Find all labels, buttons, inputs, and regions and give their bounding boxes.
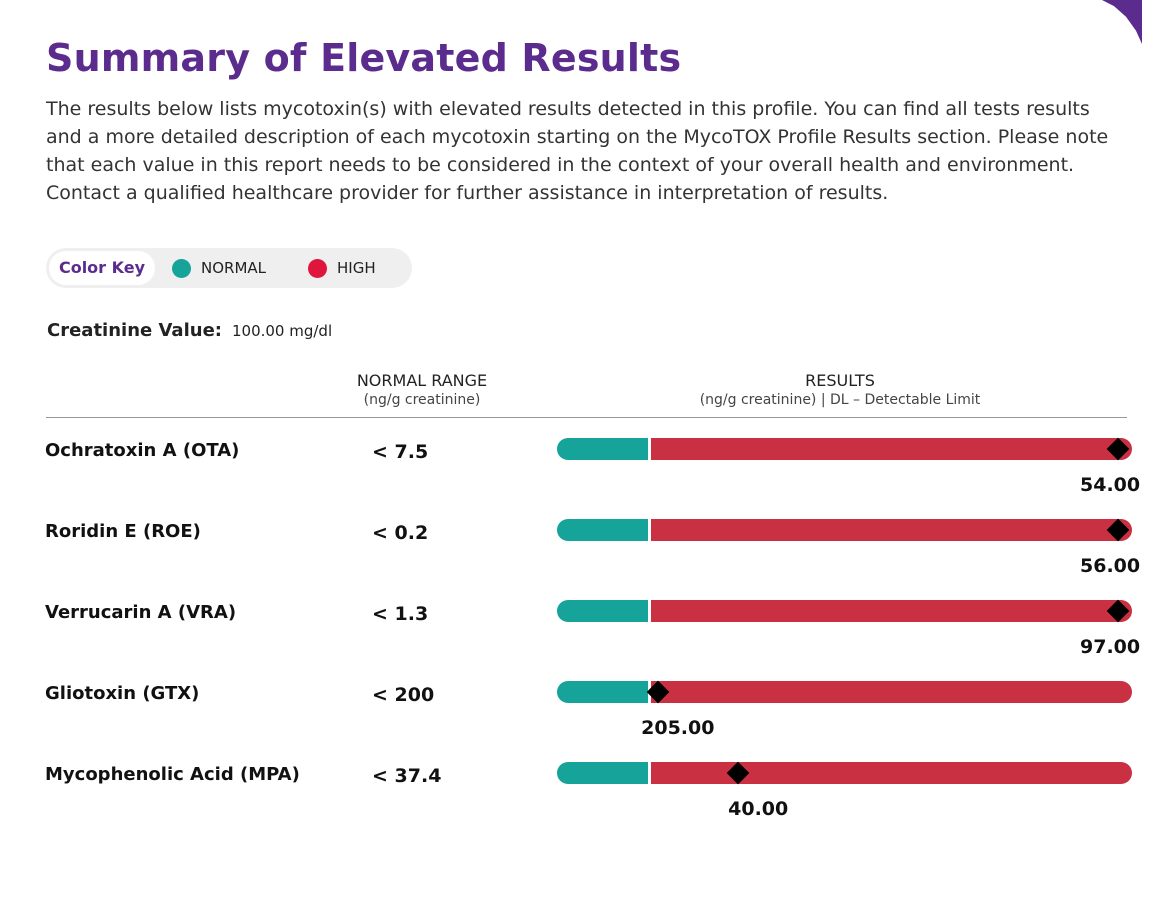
header-divider [46, 417, 1127, 418]
result-bar [557, 518, 1132, 542]
results-title: RESULTS [805, 371, 875, 390]
normal-range-title: NORMAL RANGE [356, 371, 488, 390]
color-key-label: Color Key [49, 251, 155, 285]
normal-key-label: NORMAL [201, 259, 267, 277]
high-dot-icon [308, 259, 327, 278]
result-value: 56.00 [1080, 555, 1141, 577]
normal-range-value: < 7.5 [372, 441, 429, 463]
results-header: RESULTS (ng/g creatinine) | DL – Detecta… [640, 371, 1040, 409]
normal-dot-icon [172, 259, 191, 278]
intro-paragraph: The results below lists mycotoxin(s) wit… [46, 98, 1109, 204]
normal-range-value: < 0.2 [372, 522, 429, 544]
result-value: 205.00 [641, 717, 715, 739]
bar-normal-segment [557, 600, 648, 622]
mycotoxin-name: Roridin E (ROE) [45, 521, 201, 542]
normal-range-value: < 37.4 [372, 765, 442, 787]
bar-normal-segment [557, 519, 648, 541]
result-value: 40.00 [728, 798, 789, 820]
bar-normal-segment [557, 762, 648, 784]
result-value: 97.00 [1080, 636, 1141, 658]
result-bar [557, 680, 1132, 704]
result-bar [557, 599, 1132, 623]
bar-high-segment [651, 762, 1132, 784]
normal-range-unit: (ng/g creatinine) [363, 392, 481, 408]
high-key-label: HIGH [337, 259, 376, 277]
creatinine-label: Creatinine Value: [47, 320, 222, 341]
corner-decoration [1102, 0, 1142, 44]
normal-range-value: < 200 [372, 684, 435, 706]
bar-normal-segment [557, 438, 648, 460]
normal-range-header: NORMAL RANGE (ng/g creatinine) [322, 371, 522, 409]
bar-high-segment [651, 519, 1132, 541]
creatinine-row: Creatinine Value: 100.00 mg/dl [47, 320, 332, 341]
creatinine-value: 100.00 mg/dl [231, 322, 333, 340]
bar-high-segment [651, 438, 1132, 460]
result-bar [557, 437, 1132, 461]
page-title: Summary of Elevated Results [46, 36, 682, 80]
normal-range-value: < 1.3 [372, 603, 429, 625]
mycotoxin-name: Ochratoxin A (OTA) [45, 440, 240, 461]
mycotoxin-name: Gliotoxin (GTX) [45, 683, 200, 704]
bar-normal-segment [557, 681, 648, 703]
mycotoxin-name: Mycophenolic Acid (MPA) [45, 764, 300, 785]
bar-high-segment [651, 681, 1132, 703]
result-bar [557, 761, 1132, 785]
results-unit: (ng/g creatinine) | DL – Detectable Limi… [699, 392, 981, 408]
result-value: 54.00 [1080, 474, 1141, 496]
color-key: Color Key NORMAL HIGH [46, 248, 412, 288]
bar-high-segment [651, 600, 1132, 622]
mycotoxin-name: Verrucarin A (VRA) [45, 602, 237, 623]
